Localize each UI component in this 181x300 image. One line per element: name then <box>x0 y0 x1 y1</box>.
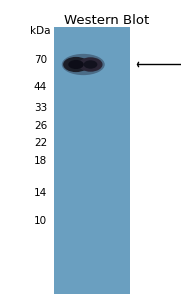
Text: Western Blot: Western Blot <box>64 14 149 26</box>
Ellipse shape <box>78 57 102 72</box>
Text: 44: 44 <box>34 82 47 92</box>
Text: 70: 70 <box>34 55 47 65</box>
Ellipse shape <box>63 57 89 72</box>
Ellipse shape <box>68 60 84 69</box>
Text: kDa: kDa <box>30 26 51 35</box>
Text: 33: 33 <box>34 103 47 113</box>
Text: 18: 18 <box>34 156 47 166</box>
Text: 26: 26 <box>34 121 47 131</box>
Bar <box>54 27 130 294</box>
Text: 14: 14 <box>34 188 47 199</box>
Ellipse shape <box>62 54 105 75</box>
Text: 10: 10 <box>34 216 47 226</box>
Text: 22: 22 <box>34 137 47 148</box>
Ellipse shape <box>84 60 97 69</box>
Text: 57kDa: 57kDa <box>138 59 181 70</box>
